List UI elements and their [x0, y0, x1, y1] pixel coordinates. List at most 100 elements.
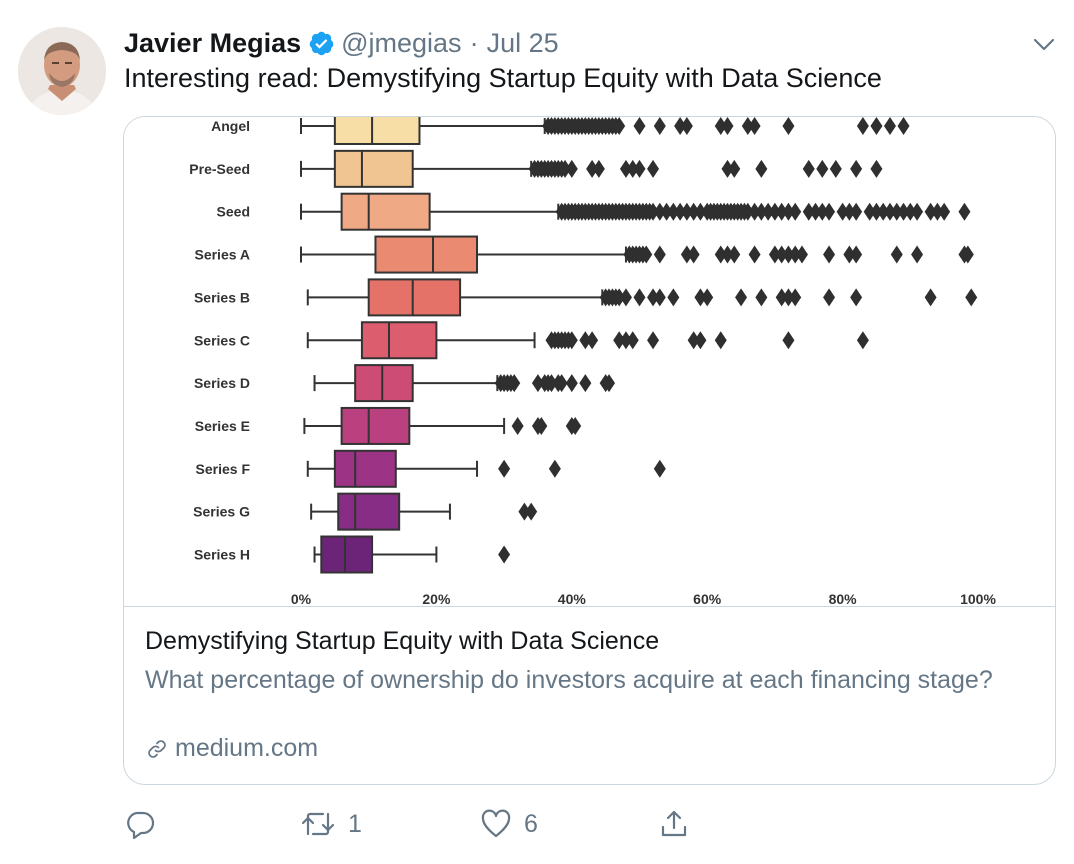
- outlier-point: [667, 202, 680, 221]
- outlier-point: [545, 374, 558, 393]
- category-label: Angel: [211, 118, 250, 134]
- tweet-date[interactable]: Jul 25: [486, 27, 559, 58]
- outlier-point: [653, 117, 666, 135]
- box-series-a: [374, 235, 479, 274]
- outlier-point: [775, 202, 788, 221]
- retweet-icon: [301, 812, 335, 836]
- link-card[interactable]: Angel Pre-Seed Seed Series A Series B Series …: [123, 116, 1056, 785]
- outlier-point: [870, 159, 883, 178]
- box-series-d: [354, 364, 414, 403]
- outlier-point: [647, 288, 660, 307]
- retweet-button[interactable]: 1: [300, 804, 362, 844]
- outlier-point: [674, 202, 687, 221]
- outlier-point: [525, 502, 538, 521]
- card-divider: [124, 606, 1055, 607]
- outlier-point: [883, 202, 896, 221]
- outlier-point: [850, 202, 863, 221]
- outlier-point: [802, 202, 815, 221]
- outlier-point: [843, 202, 856, 221]
- outlier-point: [850, 245, 863, 264]
- outlier-point: [856, 331, 869, 350]
- outlier-point: [680, 245, 693, 264]
- outlier-point: [782, 288, 795, 307]
- outlier-point: [748, 202, 761, 221]
- card-image: Angel Pre-Seed Seed Series A Series B Series …: [124, 117, 1055, 607]
- outlier-point: [613, 331, 626, 350]
- reply-icon: [127, 811, 155, 840]
- box-series-e: [340, 406, 411, 445]
- outlier-point: [511, 416, 524, 435]
- box-angel: [333, 117, 421, 145]
- category-label: Seed: [217, 204, 250, 220]
- category-label: Series H: [194, 547, 250, 563]
- outlier-point: [938, 202, 951, 221]
- outlier-point: [721, 159, 734, 178]
- outlier-point: [714, 331, 727, 350]
- outlier-point: [579, 331, 592, 350]
- outlier-point: [883, 117, 896, 135]
- chevron-down-icon[interactable]: [1030, 30, 1058, 58]
- category-label: Series C: [194, 332, 250, 348]
- outlier-point: [829, 159, 842, 178]
- x-tick-label: 0%: [291, 591, 312, 606]
- outlier-point: [741, 202, 754, 221]
- outlier-point: [565, 159, 578, 178]
- like-button[interactable]: 6: [480, 804, 538, 844]
- outlier-point: [877, 202, 890, 221]
- outlier-point: [647, 331, 660, 350]
- author-handle[interactable]: @jmegias: [341, 27, 462, 58]
- outlier-point: [755, 159, 768, 178]
- outlier-point: [653, 202, 666, 221]
- box-series-b: [367, 278, 462, 317]
- outlier-point: [748, 117, 761, 135]
- outlier-point: [823, 202, 836, 221]
- outlier-point: [904, 202, 917, 221]
- outlier-point: [863, 202, 876, 221]
- outlier-point: [741, 117, 754, 135]
- outlier-point: [565, 374, 578, 393]
- outlier-point: [565, 331, 578, 350]
- reply-button[interactable]: [124, 804, 168, 844]
- outlier-point: [498, 459, 511, 478]
- card-link[interactable]: medium.com: [145, 734, 318, 763]
- outlier-point: [687, 245, 700, 264]
- outlier-point: [640, 245, 653, 264]
- outlier-point: [531, 374, 544, 393]
- tweet-text: Interesting read: Demystifying Startup E…: [124, 63, 882, 93]
- outlier-point: [667, 288, 680, 307]
- author-name[interactable]: Javier Megias: [124, 27, 302, 58]
- share-button[interactable]: [658, 804, 690, 844]
- outlier-point: [674, 117, 687, 135]
- outlier-point: [755, 202, 768, 221]
- outlier-point: [782, 331, 795, 350]
- outlier-point: [816, 159, 829, 178]
- outlier-point: [870, 202, 883, 221]
- avatar[interactable]: [18, 27, 106, 115]
- outlier-point: [911, 245, 924, 264]
- box-series-g: [337, 492, 401, 531]
- outlier-point: [897, 117, 910, 135]
- outlier-point: [782, 245, 795, 264]
- outlier-point: [768, 245, 781, 264]
- outlier-point: [782, 202, 795, 221]
- card-link-text: medium.com: [175, 734, 319, 762]
- box-seed: [340, 192, 431, 231]
- x-tick-label: 40%: [558, 591, 587, 606]
- outlier-point: [735, 288, 748, 307]
- outlier-point: [961, 245, 974, 264]
- outlier-point: [694, 288, 707, 307]
- outlier-point: [579, 374, 592, 393]
- outlier-point: [816, 202, 829, 221]
- outlier-point: [809, 202, 822, 221]
- category-label: Series B: [194, 289, 250, 305]
- category-label: Series A: [194, 247, 250, 263]
- category-label: Series D: [194, 375, 250, 391]
- outlier-point: [555, 374, 568, 393]
- x-tick-label: 100%: [960, 591, 996, 606]
- outlier-point: [850, 288, 863, 307]
- outlier-point: [890, 202, 903, 221]
- outlier-point: [633, 288, 646, 307]
- outlier-point: [680, 202, 693, 221]
- outlier-point: [535, 416, 548, 435]
